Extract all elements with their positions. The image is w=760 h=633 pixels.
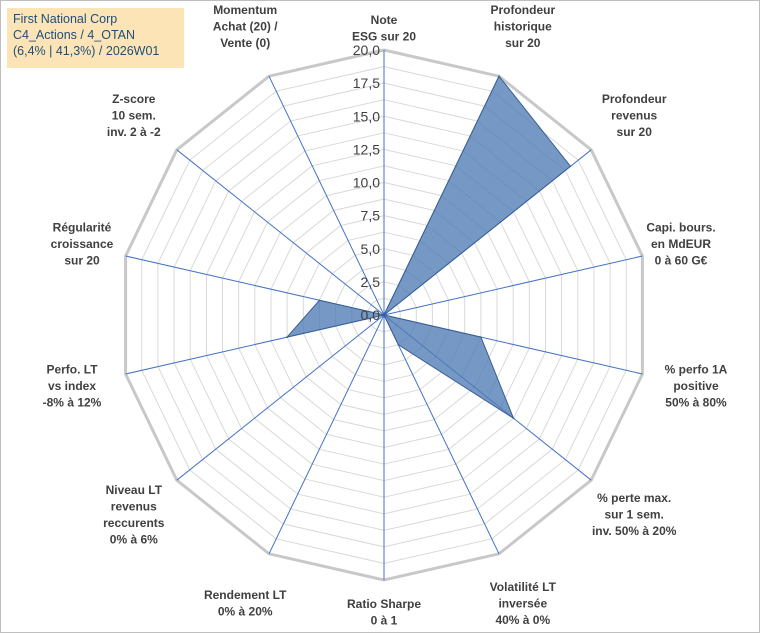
axis-label-line: Z-score: [112, 92, 156, 106]
data-point: [397, 344, 400, 346]
axis-label-line: Volatilité LT: [490, 580, 557, 594]
axis-label-line: sur 20: [64, 253, 100, 267]
tick-label: 2,5: [361, 274, 381, 290]
axis-spoke: [268, 314, 385, 555]
axis-label-line: Profondeur: [490, 3, 555, 17]
title-line-3: (6,4% | 41,3%) / 2026W01: [13, 44, 160, 58]
tick-label: 20,0: [353, 42, 380, 58]
axis-label-line: inv. 2 à -2: [107, 125, 161, 139]
axis-label-line: revenus: [611, 109, 657, 123]
axis-spoke: [383, 314, 500, 555]
chart-title-box: First National Corp C4_Actions / 4_OTAN …: [7, 8, 184, 68]
axis-label-line: 0% à 6%: [110, 532, 158, 546]
axis-label-line: Vente (0): [220, 36, 270, 50]
data-point: [318, 299, 321, 302]
axis-label: % perte max. sur 1 sem. inv. 50% à 20%: [592, 491, 677, 538]
axis-label: Capi. bours. en MdEUR 0 à 60 G€: [646, 220, 715, 267]
axis-label-line: 0% à 20%: [218, 605, 273, 619]
axis-spoke: [268, 75, 385, 316]
axis-label-line: sur 20: [617, 125, 653, 139]
axis-label: Rendement LT 0% à 20%: [204, 588, 287, 619]
axis-label-line: croissance: [51, 237, 114, 251]
axis-label: Perfo. LT vs index -8% à 12%: [43, 363, 102, 410]
axis-label-line: Momentum: [213, 3, 277, 17]
axis-label-line: 10 sem.: [112, 109, 156, 123]
tick-label: 7,5: [361, 208, 381, 224]
axis-label-line: % perfo 1A: [665, 363, 728, 377]
axis-label-line: positive: [673, 379, 719, 393]
axis-label-line: -8% à 12%: [43, 396, 102, 410]
axis-label-line: sur 20: [505, 36, 541, 50]
axis-label: Régularité croissance sur 20: [51, 220, 114, 267]
data-point: [498, 75, 500, 77]
axis-label-line: 40% à 0%: [495, 613, 550, 627]
tick-label: 17,5: [353, 75, 380, 91]
axis-label-line: 50% à 80%: [665, 396, 727, 410]
data-point: [383, 314, 385, 316]
axis-label-line: Perfo. LT: [46, 363, 98, 377]
axis-label-line: 0 à 60 G€: [655, 253, 708, 267]
axis-label: Momentum Achat (20) / Vente (0): [213, 3, 278, 50]
data-point: [480, 336, 482, 338]
axis-spoke: [383, 255, 643, 316]
tick-labels: 0,0 2,5 5,0 7,5 10,0 12,5 15,0 17,5 20,0: [353, 42, 380, 323]
axis-label-line: Capi. bours.: [646, 220, 715, 234]
axis-label-line: inv. 50% à 20%: [592, 524, 677, 538]
tick-label: 12,5: [353, 141, 380, 157]
axis-label-line: Ratio Sharpe: [347, 597, 421, 611]
tick-label: 15,0: [353, 108, 380, 124]
axis-labels: Note ESG sur 20 Profondeur historique sur 20…: [43, 3, 728, 627]
axis-label-line: Régularité: [53, 220, 112, 234]
series-area: [285, 75, 572, 420]
axis-label-line: en MdEUR: [651, 237, 711, 251]
data-point: [512, 417, 515, 420]
axis-label-line: reccurents: [103, 516, 165, 530]
axis-label: Z-score 10 sem. inv. 2 à -2: [107, 92, 161, 139]
data-point: [569, 165, 572, 168]
axis-label-line: revenus: [111, 499, 157, 513]
axis-label: Profondeur historique sur 20: [490, 3, 555, 50]
tick-label: 10,0: [353, 175, 380, 191]
axis-label-line: Achat (20) /: [213, 20, 278, 34]
axis-label-line: Note: [371, 13, 398, 27]
axis-label-line: vs index: [48, 379, 96, 393]
title-line-1: First National Corp: [13, 12, 118, 26]
axis-label-line: 0 à 1: [371, 613, 398, 627]
series-layer: [285, 75, 572, 420]
axis-label-line: Profondeur: [602, 92, 667, 106]
title-line-2: C4_Actions / 4_OTAN: [13, 28, 136, 42]
axis-label-line: inversée: [498, 596, 547, 610]
axis-spoke: [176, 149, 385, 316]
axis-label: % perfo 1A positive 50% à 80%: [665, 363, 728, 410]
tick-label: 0,0: [361, 307, 381, 323]
axis-label-line: Niveau LT: [106, 483, 163, 497]
tick-label: 5,0: [361, 241, 381, 257]
data-point: [286, 336, 288, 338]
axis-label: Volatilité LT inversée 40% à 0%: [490, 580, 557, 627]
axis-label: Ratio Sharpe 0 à 1: [347, 597, 421, 628]
axis-label-line: Rendement LT: [204, 588, 287, 602]
axis-label: Niveau LT revenus reccurents 0% à 6%: [103, 483, 165, 547]
axis-label: Profondeur revenus sur 20: [602, 92, 667, 139]
axis-label-line: historique: [494, 20, 552, 34]
axis-label-line: ESG sur 20: [352, 29, 416, 43]
axis-label-line: % perte max.: [597, 491, 671, 505]
axis-label: Note ESG sur 20: [352, 13, 416, 44]
axis-label-line: sur 1 sem.: [605, 508, 664, 522]
axis-spoke: [176, 314, 385, 481]
